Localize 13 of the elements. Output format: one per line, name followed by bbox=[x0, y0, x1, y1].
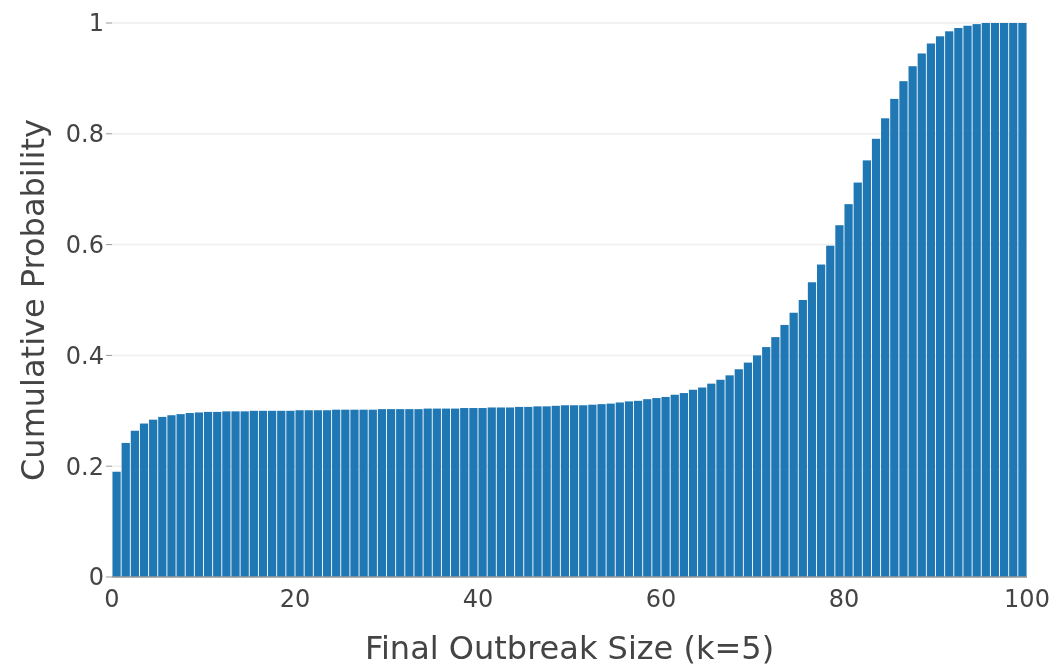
y-tick-label: 0.4 bbox=[65, 341, 104, 370]
x-tick-label: 80 bbox=[828, 585, 860, 613]
y-tick-label: 1 bbox=[88, 9, 104, 38]
x-tick-label: 40 bbox=[462, 585, 494, 613]
y-tick-label: 0.8 bbox=[65, 120, 104, 149]
x-tick-label: 100 bbox=[1004, 585, 1050, 613]
x-axis-title: Final Outbreak Size (k=5) bbox=[364, 629, 775, 667]
y-tick-label: 0.2 bbox=[65, 452, 104, 481]
y-tick-label: 0.6 bbox=[65, 231, 104, 259]
y-axis-title: Cumulative Probability bbox=[14, 119, 52, 481]
x-tick-label: 20 bbox=[279, 585, 311, 613]
x-tick-label: 60 bbox=[645, 585, 677, 613]
y-tick-label: 0 bbox=[88, 563, 104, 592]
